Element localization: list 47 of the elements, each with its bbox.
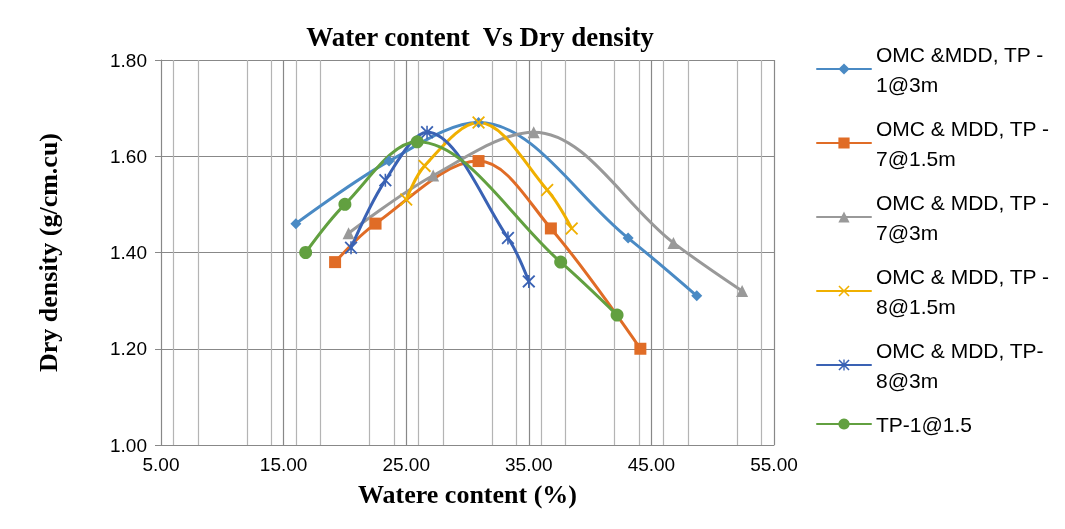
legend-label: OMC & MDD, TP - 7@3m xyxy=(876,190,1055,244)
point xyxy=(338,197,352,211)
point xyxy=(527,126,540,139)
legend-label: OMC & MDD, TP - 7@1.5m xyxy=(876,116,1055,170)
point xyxy=(634,342,647,355)
legend-label: OMC &MDD, TP - 1@3m xyxy=(876,42,1050,96)
x-tick-label: 15.00 xyxy=(259,454,308,475)
point xyxy=(290,218,302,230)
y-tick-label: 1.40 xyxy=(110,242,147,263)
point xyxy=(329,256,342,269)
point xyxy=(610,308,624,322)
x-axis-title: Watere content (%) xyxy=(357,479,578,509)
y-tick-label: 1.20 xyxy=(110,338,147,360)
point xyxy=(427,169,440,182)
point xyxy=(399,193,413,207)
point xyxy=(540,183,554,197)
legend-label: TP-1@1.5 xyxy=(876,412,973,436)
y-tick-label: 1.60 xyxy=(110,145,147,167)
point xyxy=(418,159,432,173)
y-tick-label: 1.00 xyxy=(110,434,147,456)
point xyxy=(369,217,382,230)
x-tick-label: 5.00 xyxy=(142,454,180,475)
y-axis-title: Dry density (g/cm.cu) xyxy=(33,132,63,373)
point xyxy=(522,274,536,288)
point xyxy=(342,227,355,240)
point xyxy=(691,290,703,302)
x-tick-label: 45.00 xyxy=(627,454,676,475)
point xyxy=(410,135,424,149)
point xyxy=(299,246,313,259)
y-tick-label: 1.80 xyxy=(110,49,147,71)
legend-label: OMC & MDD, TP- 8@3m xyxy=(876,338,1050,392)
point xyxy=(420,125,434,139)
x-tick-label: 25.00 xyxy=(382,454,430,475)
point xyxy=(554,255,568,269)
point xyxy=(501,231,515,245)
x-tick-label: 35.00 xyxy=(505,454,553,475)
point xyxy=(383,155,395,167)
point xyxy=(472,155,485,168)
point xyxy=(667,236,680,249)
legend-label: OMC & MDD, TP - 8@1.5m xyxy=(876,264,1055,318)
point xyxy=(565,221,579,235)
point xyxy=(344,241,358,255)
point xyxy=(622,232,634,244)
point xyxy=(736,285,749,297)
point xyxy=(544,222,557,235)
chart-title: Water content Vs Dry density xyxy=(306,21,655,52)
x-tick-label: 55.00 xyxy=(750,454,798,475)
